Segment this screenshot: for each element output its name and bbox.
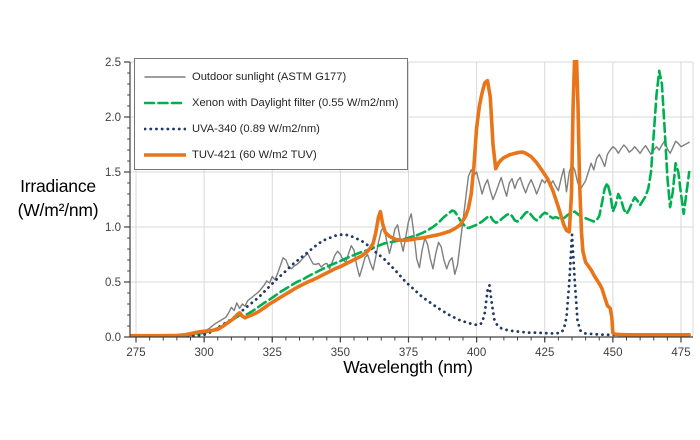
x-tick-label: 400 <box>467 347 486 359</box>
x-axis-title: Wavelength (nm) <box>343 357 473 377</box>
legend-sample-outdoor-sunlight <box>144 76 186 78</box>
legend-label: UVA-340 (0.89 W/m2/nm) <box>192 123 320 135</box>
legend-item-tuv-421: TUV-421 (60 W/m2 TUV) <box>135 142 407 168</box>
legend-sample-uva-340 <box>144 127 186 131</box>
series-group <box>130 60 692 338</box>
x-tick-label: 375 <box>399 347 418 359</box>
legend-label: Outdoor sunlight (ASTM G177) <box>192 71 347 83</box>
y-tick-label: 1.0 <box>105 222 121 234</box>
x-tick-label: 275 <box>126 347 145 359</box>
x-tick-label: 350 <box>331 347 350 359</box>
legend-label: TUV-421 (60 W/m2 TUV) <box>192 149 317 161</box>
x-tick-label: 425 <box>535 347 554 359</box>
y-tick-label: 2.0 <box>105 112 121 124</box>
legend-item-uva-340: UVA-340 (0.89 W/m2/nm) <box>135 116 407 142</box>
y-axis-title: Irradiance (W/m²/nm) <box>17 176 99 220</box>
x-tick-label: 450 <box>603 347 622 359</box>
x-tick-label: 300 <box>195 347 214 359</box>
legend-item-xenon-daylight: Xenon with Daylight filter (0.55 W/m2/nm… <box>135 90 407 116</box>
legend-label: Xenon with Daylight filter (0.55 W/m2/nm… <box>192 97 399 109</box>
y-tick-label: 0.5 <box>105 277 121 289</box>
series-uva-340 <box>130 233 691 338</box>
legend-item-outdoor-sunlight: Outdoor sunlight (ASTM G177) <box>135 64 407 90</box>
y-tick-label: 2.5 <box>105 57 121 69</box>
legend-sample-xenon-daylight <box>144 101 186 105</box>
axes: 275 300 325 350 375 400 425 450 475 0.0 0.5 1.0 1.5 2… <box>105 57 693 359</box>
x-tick-label: 325 <box>263 347 282 359</box>
legend-sample-tuv-421 <box>144 153 186 157</box>
series-tuv-421 <box>130 60 692 338</box>
y-tick-label: 0.0 <box>105 332 121 344</box>
legend-box: Outdoor sunlight (ASTM G177) Xenon with D… <box>134 58 408 170</box>
y-tick-label: 1.5 <box>105 167 121 179</box>
series-xenon-daylight <box>130 69 691 338</box>
x-tick-label: 475 <box>671 347 690 359</box>
